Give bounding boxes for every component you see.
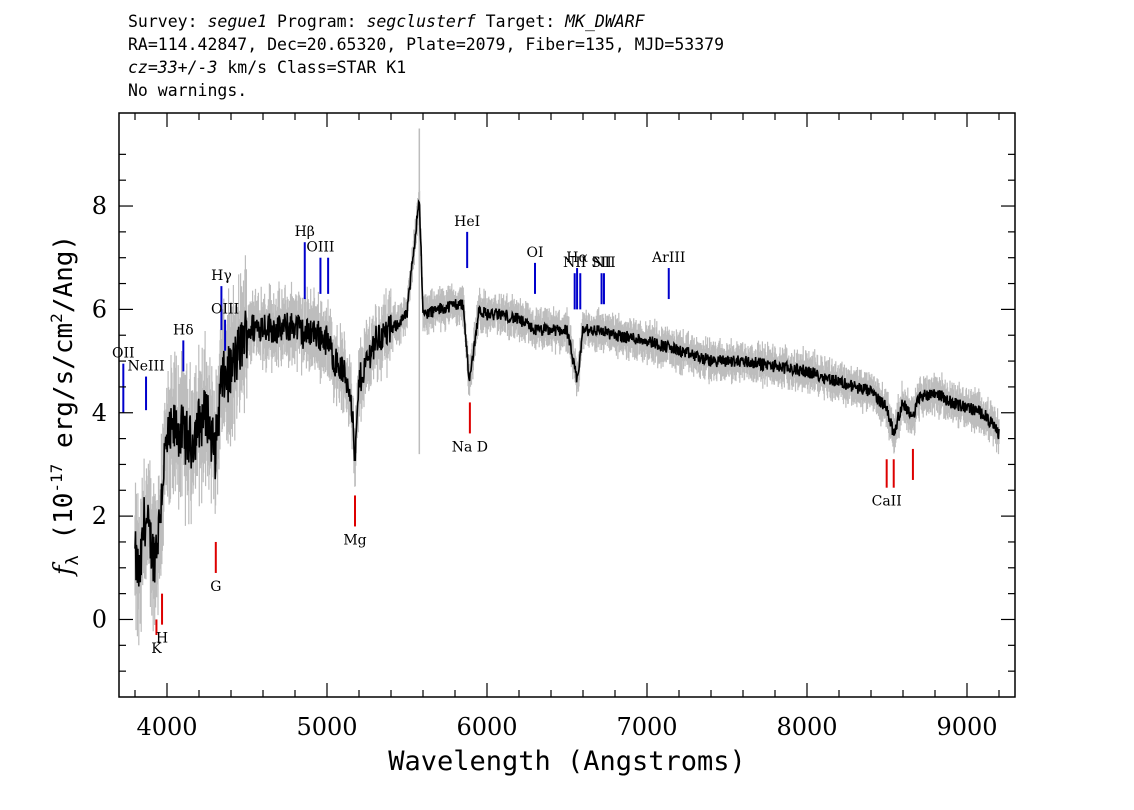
- y-tick-label-4: 8: [92, 192, 107, 220]
- x-tick-label-1: 5000: [296, 713, 357, 741]
- program-prefix: Program:: [267, 12, 367, 31]
- emission-label-6: OIII: [306, 240, 334, 256]
- target-name: MK_DWARF: [565, 12, 645, 31]
- flux-line-group: [134, 199, 1000, 587]
- emission-label-0: OII: [112, 346, 135, 362]
- redshift-class: km/s Class=STAR K1: [217, 58, 407, 77]
- x-tick-label-4: 8000: [776, 713, 837, 741]
- x-tick-label-0: 4000: [136, 713, 197, 741]
- target-prefix: Target:: [475, 12, 566, 31]
- redshift-value: cz=33+/-3: [128, 58, 218, 77]
- y-tick-label-2: 4: [92, 399, 107, 427]
- absorption-label-5: CaII: [872, 494, 902, 510]
- plot-frame: [118, 112, 1016, 698]
- emission-label-13: SII: [591, 255, 612, 271]
- absorption-label-0: K: [151, 641, 162, 657]
- axis-ticks-group: 4000 5000 6000 7000 8000 9000 0 2 4 6 8: [92, 113, 1015, 741]
- emission-label-2: Hδ: [173, 322, 194, 338]
- emission-label-10: NII: [563, 255, 586, 271]
- emission-label-11: Hα: [566, 250, 588, 266]
- emission-label-9: OI: [526, 245, 543, 261]
- emission-label-15: ArIII: [651, 250, 685, 266]
- emission-label-4: OIII: [211, 302, 239, 318]
- emission-label-5: Hβ: [295, 224, 315, 240]
- error-band-group: [134, 128, 1000, 646]
- x-axis-label: Wavelength (Angstroms): [388, 746, 746, 777]
- spectrum-header: Survey: segue1 Program: segclusterf Targ…: [128, 10, 724, 102]
- flux-line: [134, 199, 1000, 587]
- emission-label-1: NeIII: [127, 359, 164, 375]
- program-name: segclusterf: [366, 12, 476, 31]
- y-tick-label-0: 0: [92, 605, 107, 633]
- y-axis-label: fλ (10-17 erg/s/cm2/Ang): [47, 235, 83, 577]
- x-tick-label-5: 9000: [936, 713, 997, 741]
- absorption-label-2: G: [210, 579, 221, 595]
- header-line-survey: Survey: segue1 Program: segclusterf Targ…: [128, 10, 724, 33]
- x-tick-label-2: 6000: [456, 713, 517, 741]
- survey-prefix: Survey:: [128, 12, 208, 31]
- emission-label-14: NII: [592, 255, 615, 271]
- y-tick-label-1: 2: [92, 502, 107, 530]
- x-tick-label-3: 7000: [616, 713, 677, 741]
- emission-label-3: Hγ: [211, 268, 232, 284]
- emission-label-8: HeI: [454, 214, 480, 230]
- header-line-coords: RA=114.42847, Dec=20.65320, Plate=2079, …: [128, 35, 725, 54]
- header-line-redshift: cz=33+/-3 km/s Class=STAR K1: [128, 56, 724, 79]
- header-line-warnings: No warnings.: [128, 81, 248, 100]
- absorption-label-1: H: [156, 631, 168, 647]
- y-tick-label-3: 6: [92, 295, 107, 323]
- absorption-lines-group: KH G Mg Na D CaII: [151, 402, 914, 657]
- survey-name: segue1: [207, 12, 268, 31]
- absorption-label-4: Na D: [452, 439, 488, 455]
- absorption-label-3: Mg: [343, 532, 366, 548]
